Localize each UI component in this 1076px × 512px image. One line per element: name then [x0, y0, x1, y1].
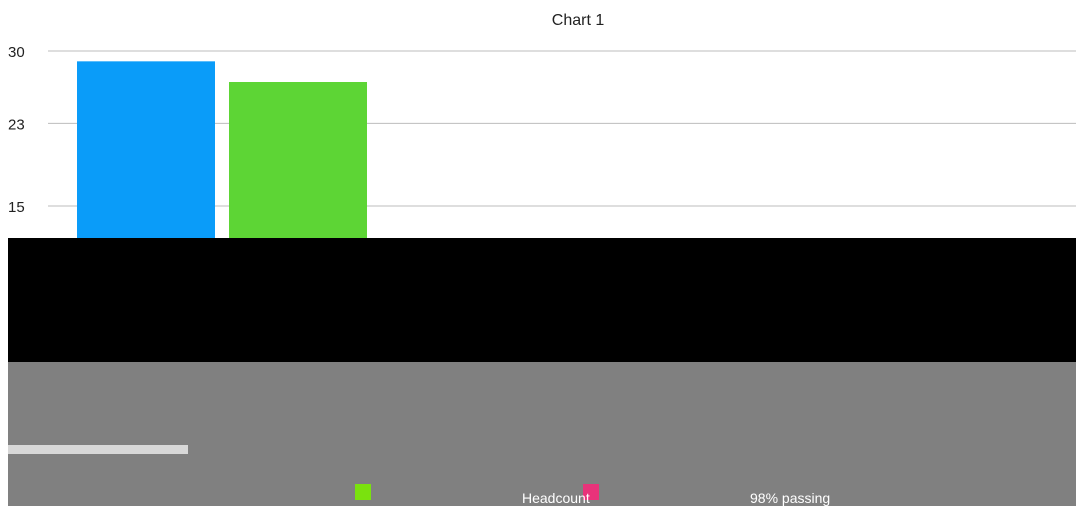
legend-swatch-0: [355, 484, 371, 500]
black-occlusion-band: [8, 238, 1076, 362]
y-tick-label-4: 30: [8, 44, 25, 61]
legend-swatch-1: [583, 484, 599, 500]
legend: Headcount 98% passing: [355, 484, 830, 506]
y-tick-label-2: 15: [8, 199, 25, 216]
legend-label-1: Headcount: [522, 490, 590, 506]
chart-title: Chart 1: [552, 12, 605, 29]
legend-label-2: 98% passing: [750, 490, 830, 506]
gray-occlusion-band: [8, 362, 1076, 506]
light-gray-strip: [8, 445, 188, 454]
y-tick-label-3: 23: [8, 116, 25, 133]
